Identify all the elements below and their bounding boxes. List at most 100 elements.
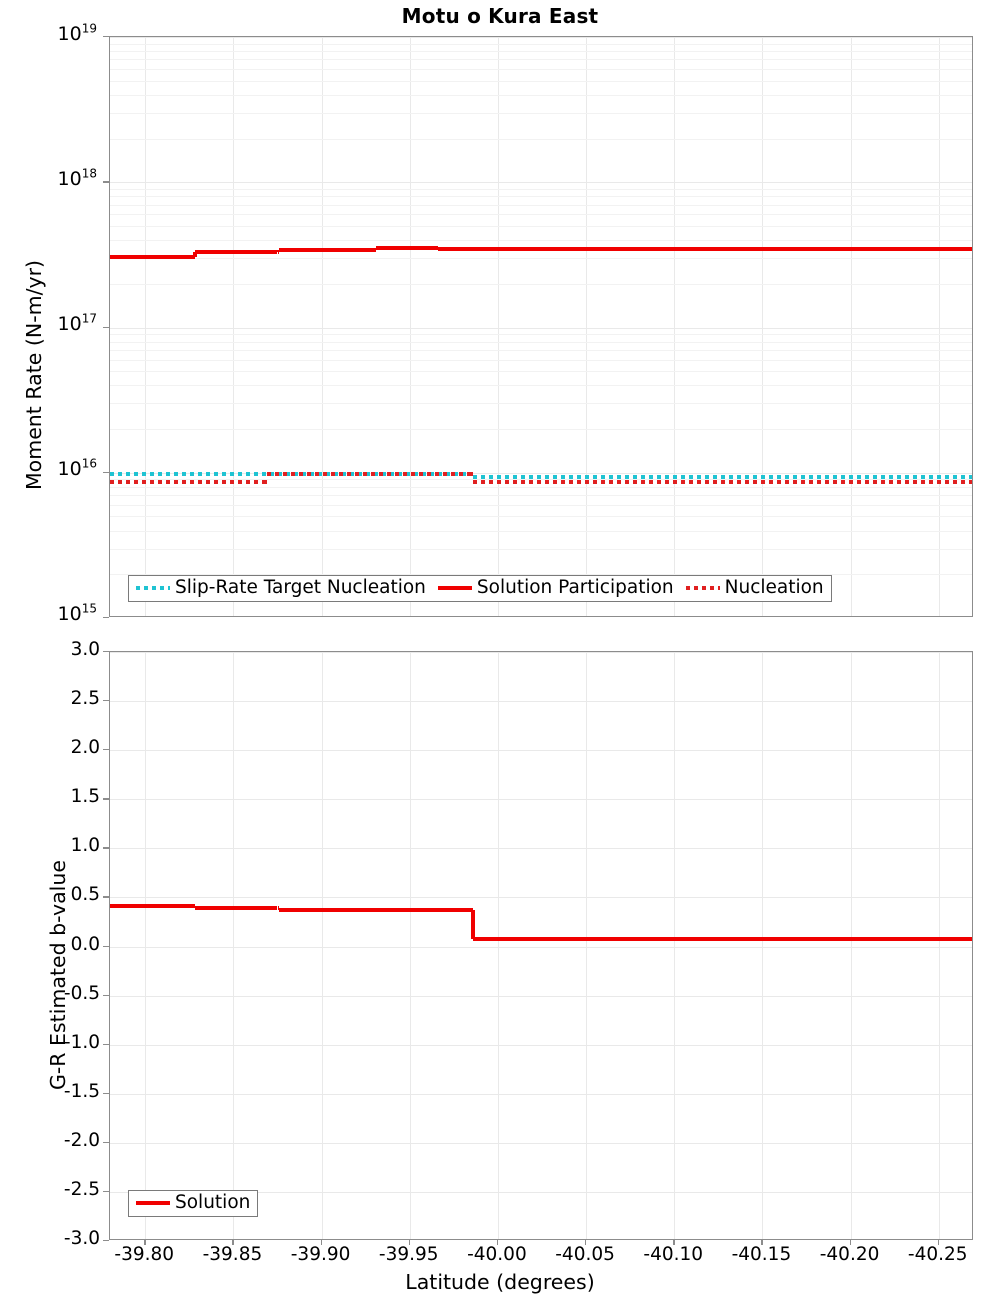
legend-item-slip-rate-target-nucleation[interactable]: Slip-Rate Target Nucleation (136, 577, 426, 598)
legend-item-solution[interactable]: Solution (136, 1192, 251, 1213)
y-tickmark-top-1e17 (103, 326, 109, 328)
legend-label-solution: Solution (175, 1192, 251, 1213)
legend-label-nucleation: Nucleation (724, 577, 824, 598)
gridline-x-6 (674, 37, 675, 616)
gridline-y--2.5 (110, 1192, 972, 1193)
gridline-y-minor-3e18 (110, 113, 972, 114)
series-solution-participation-segment-8 (437, 247, 972, 252)
gridline-y-minor-4e16 (110, 385, 972, 386)
legend-swatch-solid-red-icon (437, 586, 472, 591)
gridline-y-major-1e18 (110, 182, 972, 183)
y-tickmark-bottom--2 (103, 1141, 109, 1144)
y-tick-top-1e15: 1015 (57, 601, 97, 625)
gridline-y-minor-3e16 (110, 403, 972, 404)
series-nucleation-segment-0 (110, 480, 266, 485)
series-nucleation-segment-4 (473, 479, 972, 484)
gridline-y-0 (110, 947, 972, 948)
y-tick-top-1e17: 1017 (57, 311, 97, 335)
gridline-y-1 (110, 848, 972, 849)
top-panel-y-axis-label: Moment Rate (N-m/yr) (22, 259, 46, 490)
gridline-y-minor-8e18 (110, 51, 972, 52)
gridline-x-7 (762, 37, 763, 616)
gridline-y-minor-5e17 (110, 226, 972, 227)
y-tick-top-1e18: 1018 (57, 166, 97, 190)
x-tick--40.25: -40.25 (907, 1244, 968, 1265)
y-tick-bottom--0.5: -0.5 (63, 982, 100, 1004)
gridline-y-2 (110, 750, 972, 751)
gridline-y-minor-9e17 (110, 189, 972, 190)
series-solution-participation-segment-6 (376, 245, 437, 250)
y-tick-top-1e16: 1016 (57, 456, 97, 480)
x-tickmark--40.10 (673, 1240, 675, 1245)
y-tick-bottom--2.0: -2.0 (63, 1129, 100, 1151)
gridline-y-minor-6e15 (110, 505, 972, 506)
y-tick-top-1e19: 1019 (57, 21, 97, 45)
bottom-panel-axes (109, 651, 973, 1240)
y-tickmark-bottom-2 (103, 749, 109, 751)
gridline-y-3 (110, 652, 972, 653)
gridline-x-9 (939, 37, 940, 616)
gridline-x-2 (322, 652, 323, 1239)
series-solution-segment-0 (110, 904, 193, 909)
gridline-y-minor-6e18 (110, 69, 972, 70)
x-tickmark--39.95 (408, 1240, 411, 1245)
y-tickmark-bottom--1 (103, 1043, 109, 1045)
series-solution-segment-3 (277, 906, 280, 911)
gridline-x-3 (410, 37, 411, 616)
y-tick-bottom--1.5: -1.5 (63, 1080, 100, 1102)
legend-item-nucleation[interactable]: Nucleation (685, 577, 824, 598)
series-nucleation-segment-2 (266, 472, 472, 477)
gridline-y-minor-3e15 (110, 549, 972, 550)
x-tickmark--39.90 (320, 1240, 322, 1245)
legend-swatch-solid-red-icon (136, 1201, 170, 1206)
gridline-x-5 (586, 652, 587, 1239)
gridline-y--1.5 (110, 1094, 972, 1095)
legend-label-solution-participation: Solution Participation (476, 577, 674, 598)
gridline-x-9 (939, 652, 940, 1239)
x-tick--39.90: -39.90 (290, 1244, 351, 1265)
gridline-y-minor-4e18 (110, 95, 972, 96)
gridline-y-2.5 (110, 701, 972, 702)
series-solution-participation-segment-2 (194, 250, 278, 255)
gridline-x-1 (233, 37, 234, 616)
gridline-y-minor-9e15 (110, 479, 972, 480)
gridline-y-minor-9e18 (110, 44, 972, 45)
series-solution-segment-6 (473, 936, 972, 941)
legend-swatch-dotted-cyan-icon (136, 586, 170, 591)
x-tickmark--40.20 (849, 1240, 851, 1245)
x-tickmark--39.85 (232, 1240, 234, 1245)
series-solution-participation-segment-1 (192, 255, 195, 260)
y-tickmark-bottom--3 (103, 1240, 109, 1242)
y-tick-bottom--1.0: -1.0 (63, 1031, 100, 1053)
legend-item-solution-participation[interactable]: Solution Participation (437, 577, 674, 598)
gridline-y-0.5 (110, 897, 972, 898)
series-connector-1 (192, 252, 197, 258)
gridline-x-8 (851, 652, 852, 1239)
y-tick-bottom-2.0: 2.0 (70, 737, 100, 759)
legend-label-slip-rate-target-nucleation: Slip-Rate Target Nucleation (175, 577, 426, 598)
series-nucleation-segment-3 (471, 472, 474, 477)
gridline-y-minor-6e16 (110, 360, 972, 361)
gridline-y-minor-2e17 (110, 284, 972, 285)
gridline-y-minor-5e15 (110, 516, 972, 517)
y-tick-bottom-0.0: 0.0 (70, 933, 100, 955)
y-tickmark-top-1e18 (103, 181, 109, 183)
exp-15: 15 (81, 601, 97, 616)
gridline-y--0.5 (110, 996, 972, 997)
gridline-y-minor-2e18 (110, 139, 972, 140)
gridline-y-minor-5e16 (110, 371, 972, 372)
top-panel-axes (109, 36, 973, 617)
x-tick--39.80: -39.80 (114, 1244, 175, 1265)
gridline-y-major-1e19 (110, 37, 972, 38)
gridline-y-minor-7e18 (110, 59, 972, 60)
gridline-x-3 (410, 652, 411, 1239)
gridline-y-major-1e17 (110, 328, 972, 329)
x-tickmark--40.15 (761, 1240, 763, 1245)
y-tick-bottom--2.5: -2.5 (63, 1178, 100, 1200)
gridline-y-minor-8e16 (110, 342, 972, 343)
gridline-y-minor-8e17 (110, 196, 972, 197)
gridline-x-5 (586, 37, 587, 616)
y-tickmark-top-1e16 (103, 471, 109, 474)
series-solution-segment-4 (279, 907, 472, 912)
exp-16: 16 (81, 456, 97, 471)
